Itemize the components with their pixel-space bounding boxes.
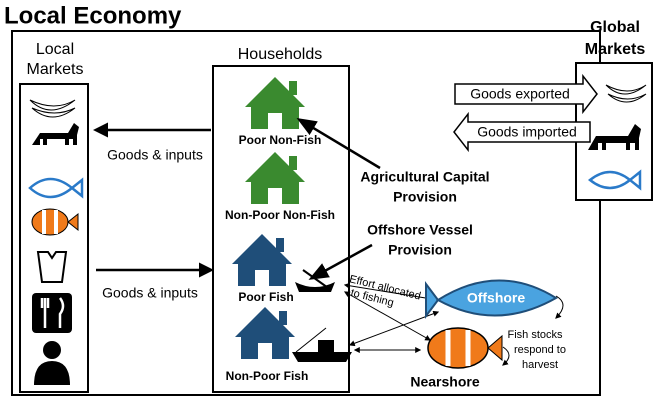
import-arrow bbox=[453, 111, 591, 153]
fish-icon bbox=[28, 177, 84, 199]
households-title: Households bbox=[238, 46, 323, 63]
goat-icon bbox=[32, 123, 79, 145]
banana-icon bbox=[29, 99, 76, 118]
local-markets-box bbox=[19, 83, 89, 393]
house-icon bbox=[245, 152, 305, 204]
household-type: Poor Non-Fish bbox=[239, 133, 322, 147]
provision-label: Provision bbox=[388, 242, 452, 258]
response-arrow bbox=[555, 295, 564, 319]
household-type: Non-Poor Fish bbox=[226, 369, 309, 383]
provision-label: Offshore Vessel bbox=[367, 222, 473, 238]
households-box bbox=[212, 65, 350, 393]
local-markets-label: Markets bbox=[27, 61, 84, 78]
title: Local Economy bbox=[4, 2, 182, 29]
flow-label: Goods & inputs bbox=[107, 147, 203, 163]
house-icon bbox=[245, 77, 305, 129]
local-economy-frame bbox=[11, 30, 601, 396]
provision-arrow bbox=[308, 243, 373, 280]
stock-label: Nearshore bbox=[410, 374, 479, 390]
house-icon bbox=[235, 307, 295, 359]
person-icon bbox=[34, 341, 70, 385]
effort-arrows bbox=[343, 282, 440, 353]
stock-label: Offshore bbox=[467, 290, 526, 306]
flow-label: Goods & inputs bbox=[102, 285, 198, 301]
goat-icon bbox=[588, 124, 641, 150]
bag-icon bbox=[36, 251, 68, 283]
provision-label: Agricultural Capital bbox=[360, 169, 489, 185]
local-markets-label: Local bbox=[36, 41, 74, 58]
global-markets-label: Global bbox=[590, 19, 640, 36]
offshore-fish bbox=[425, 279, 558, 319]
response-label: respond to bbox=[514, 344, 566, 356]
clownfish-icon bbox=[31, 208, 79, 236]
banana-icon bbox=[605, 84, 647, 103]
global-markets-label: Markets bbox=[585, 41, 646, 58]
response-arrow bbox=[502, 346, 510, 366]
fish-icon bbox=[587, 169, 642, 191]
market-icons bbox=[28, 99, 84, 385]
flow-label: Goods imported bbox=[477, 124, 577, 140]
household-type: Poor Fish bbox=[238, 290, 293, 304]
house-icon bbox=[232, 234, 292, 286]
vessel-icon bbox=[292, 327, 352, 362]
provision-label: Provision bbox=[393, 189, 457, 205]
household-type: Non-Poor Non-Fish bbox=[225, 208, 335, 222]
utensils-icon bbox=[32, 293, 72, 333]
provision-arrow bbox=[296, 117, 381, 170]
nearshore-fish bbox=[427, 327, 503, 369]
flow-label: Goods exported bbox=[470, 86, 570, 102]
export-arrow bbox=[454, 73, 598, 115]
canoe-icon bbox=[295, 269, 335, 292]
response-label: Fish stocks bbox=[507, 329, 563, 341]
response-label: harvest bbox=[522, 359, 558, 371]
